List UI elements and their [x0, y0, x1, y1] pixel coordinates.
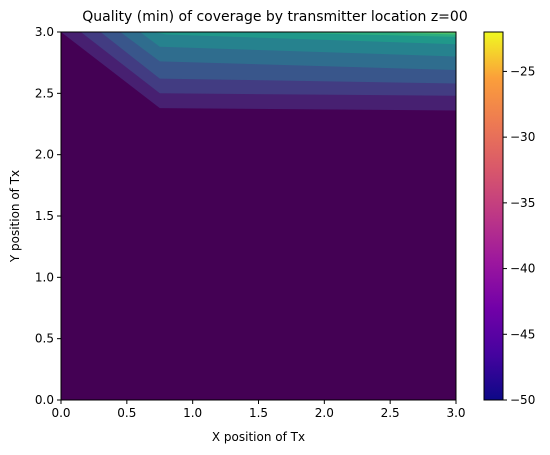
contour-band [153, 32, 456, 45]
x-axis-label: X position of Tx [212, 430, 305, 444]
colorbar-tick-label: −50 [510, 393, 535, 407]
colorbar-axis: −50 −45 −40 −35 −30 −25 [503, 64, 535, 407]
contour-band [258, 32, 456, 37]
colorbar-gradient [483, 31, 504, 401]
x-axis: 0.0 0.5 1.0 1.5 2.0 2.5 3.0 [51, 400, 466, 420]
x-tick-label: 2.0 [315, 406, 334, 420]
chart-title: Quality (min) of coverage by transmitter… [82, 9, 467, 25]
colorbar-tick-label: −25 [510, 64, 535, 78]
y-tick-label: 2.0 [35, 148, 54, 162]
colorbar-tick-label: −35 [510, 196, 535, 210]
colorbar-tick-label: −30 [510, 130, 535, 144]
y-tick-label: 2.5 [35, 86, 54, 100]
y-tick-label: 0.0 [35, 393, 54, 407]
y-axis-label: Y position of Tx [8, 170, 22, 263]
x-tick-label: 2.5 [381, 406, 400, 420]
x-tick-label: 0.0 [51, 406, 70, 420]
colorbar-tick-label: −45 [510, 327, 535, 341]
colorbar-tick-label: −40 [510, 262, 535, 276]
y-tick-label: 0.5 [35, 332, 54, 346]
x-tick-label: 1.0 [183, 406, 202, 420]
plot-area [61, 32, 456, 400]
x-tick-label: 0.5 [117, 406, 136, 420]
contour-band [377, 32, 456, 35]
y-tick-label: 1.5 [35, 209, 54, 223]
y-tick-label: 1.0 [35, 270, 54, 284]
y-tick-label: 3.0 [35, 25, 54, 39]
x-tick-label: 3.0 [446, 406, 465, 420]
x-tick-label: 1.5 [249, 406, 268, 420]
colorbar: −50 −45 −40 −35 −30 −25 [483, 31, 535, 407]
y-axis: 0.0 0.5 1.0 1.5 2.0 2.5 3.0 [35, 25, 61, 407]
